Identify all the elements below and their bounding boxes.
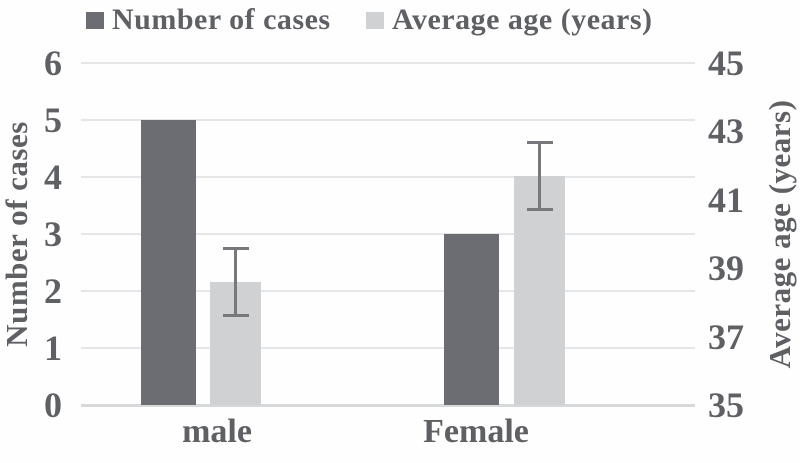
x-category-label: Female [423, 413, 529, 450]
gridline [81, 404, 695, 407]
y-axis-tick-label: 1 [44, 328, 62, 368]
bar-number-of-cases [141, 120, 196, 405]
y2-axis-tick-label: 41 [708, 179, 744, 220]
error-bar-cap-top [526, 140, 553, 144]
legend-swatch-number-of-cases-icon [86, 11, 104, 29]
legend-swatch-average-age-icon [366, 11, 384, 29]
y2-axis-tick-label: 37 [708, 316, 744, 357]
error-bar-cap-bottom [526, 208, 553, 212]
legend-label-average-age: Average age (years) [392, 3, 653, 36]
right-axis-title: Average age (years) [762, 99, 797, 369]
bar-average-age [514, 175, 565, 405]
legend-item-number-of-cases: Number of cases [86, 2, 331, 38]
y2-axis-tick-label: 45 [708, 43, 744, 83]
legend-item-average-age: Average age (years) [366, 2, 653, 38]
gridline [81, 119, 695, 121]
y2-axis-tick-label: 39 [708, 248, 744, 289]
y-axis-tick-label: 2 [44, 271, 62, 311]
error-bar-line [234, 247, 237, 317]
y-axis-tick-label: 3 [44, 214, 62, 254]
x-category-label: male [182, 413, 252, 450]
error-bar-line [538, 141, 541, 211]
y-axis-tick-label: 0 [44, 385, 62, 425]
y-axis-tick-label: 4 [44, 157, 62, 197]
gridline [81, 62, 695, 64]
gridline [81, 233, 695, 235]
gridline [81, 290, 695, 292]
y-axis-tick-label: 6 [44, 43, 62, 83]
bar-number-of-cases [444, 234, 499, 405]
legend-label-number-of-cases: Number of cases [112, 3, 331, 36]
gridline [81, 347, 695, 349]
error-bar-cap-bottom [222, 314, 249, 318]
y2-axis-tick-label: 35 [708, 385, 744, 425]
y-axis-tick-label: 5 [44, 100, 62, 140]
y2-axis-tick-label: 43 [708, 111, 744, 152]
gridline [81, 176, 695, 178]
error-bar-cap-top [222, 246, 249, 250]
plot-area [81, 62, 695, 407]
